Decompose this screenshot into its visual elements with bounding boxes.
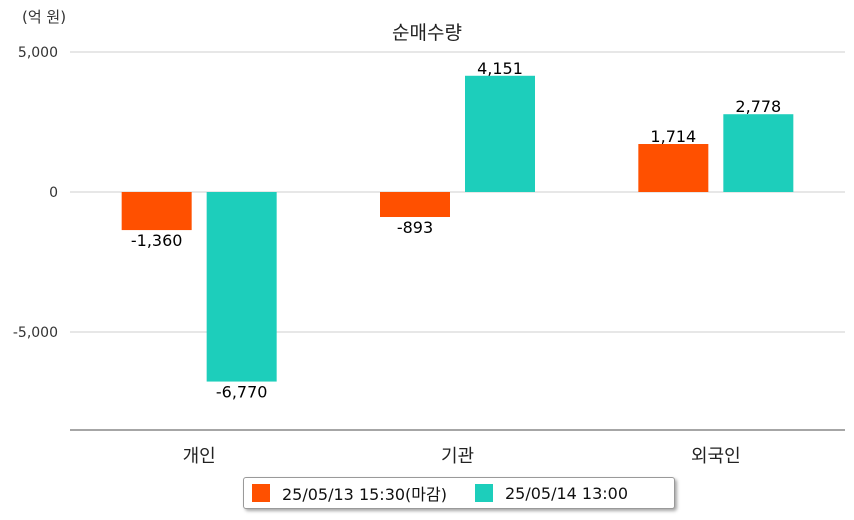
data-label-s1-1: -893 xyxy=(397,218,433,237)
bar-s1-1[interactable] xyxy=(380,192,450,218)
x-tick-label-2: 외국인 xyxy=(691,446,741,467)
bar-s2-0[interactable] xyxy=(206,192,277,382)
unit-label: (억 원) xyxy=(22,8,67,26)
data-label-s1-2: 1,714 xyxy=(650,127,696,146)
legend-label-series-2: 25/05/14 13:00 xyxy=(504,483,629,503)
bar-s1-0[interactable] xyxy=(121,192,192,231)
bar-s2-1[interactable] xyxy=(465,75,535,192)
x-tick-label-0: 개인 xyxy=(183,446,216,467)
legend-item-series-1[interactable]: 25/05/13 15:30(마감) xyxy=(252,481,447,505)
bar-s1-2[interactable] xyxy=(638,144,709,192)
legend: 25/05/13 15:30(마감) 25/05/14 13:00 xyxy=(243,477,675,509)
data-label-s2-0: -6,770 xyxy=(216,383,268,402)
y-tick-label-2: -5,000 xyxy=(13,325,58,341)
data-label-s2-2: 2,778 xyxy=(735,97,781,116)
legend-swatch-series-2 xyxy=(474,484,493,502)
bar-chart: 5,000 0 -5,000 -1,360 -6,770 -893 4,151 1,714 2… xyxy=(13,45,845,467)
legend-label-series-1: 25/05/13 15:30(마감) xyxy=(282,485,447,504)
data-label-s1-0: -1,360 xyxy=(131,231,183,250)
x-tick-label-1: 기관 xyxy=(441,446,474,467)
bar-s2-2[interactable] xyxy=(723,114,794,192)
data-label-s2-1: 4,151 xyxy=(477,59,523,78)
chart-title: 순매수량 xyxy=(392,22,462,44)
legend-item-series-2[interactable]: 25/05/14 13:00 xyxy=(474,483,629,503)
legend-swatch-series-1 xyxy=(252,484,270,502)
y-tick-label-1: 0 xyxy=(49,185,58,201)
y-tick-label-0: 5,000 xyxy=(18,45,58,61)
